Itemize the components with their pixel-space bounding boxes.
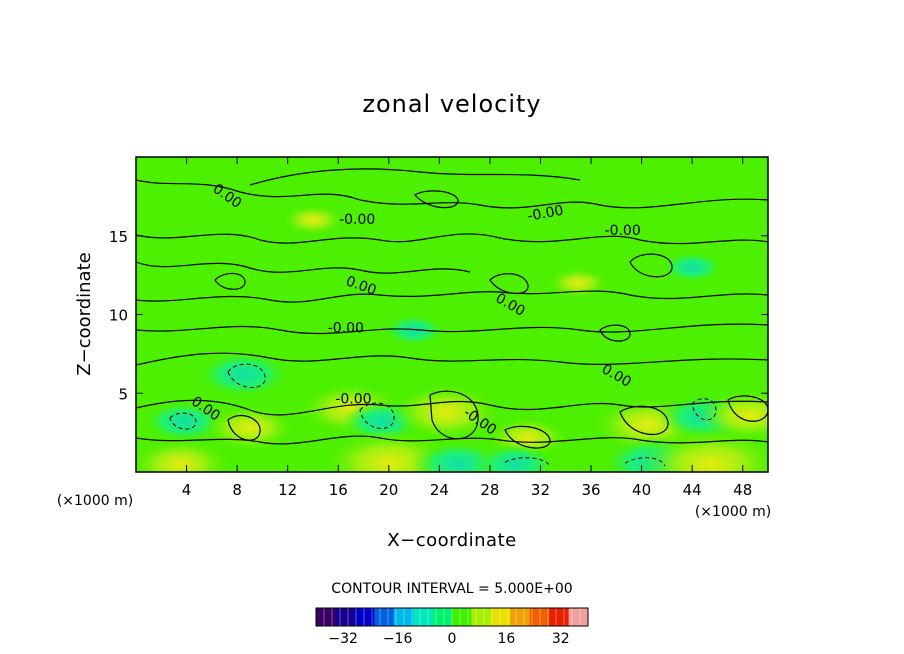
colorbar-swatch-11 (529, 608, 550, 626)
field-feature-15 (637, 427, 768, 472)
field-feature-5 (387, 383, 504, 442)
field-feature-19 (660, 251, 724, 283)
contour-closed-1 (214, 272, 246, 290)
colorbar-swatch-3 (374, 608, 395, 626)
negative-contour-1 (227, 363, 266, 388)
field-feature-10 (136, 437, 233, 472)
colorbar-swatch-10 (510, 608, 531, 626)
x-axis-label: X−coordinate (387, 530, 516, 551)
contour-label-6: -0.00 (328, 321, 364, 337)
colorbar-swatch-0 (316, 608, 336, 626)
colorbar-swatch-12 (549, 608, 570, 626)
negative-contour-2 (169, 412, 197, 430)
colorbar-tick-label-4: 32 (552, 631, 570, 647)
colorbar-swatch-7 (452, 608, 472, 626)
colorbar-tick-label-1: −16 (383, 631, 413, 647)
contour-line-low-1 (136, 399, 768, 416)
y-tick-label-0: 5 (118, 385, 128, 403)
x-tick-label-6: 28 (480, 481, 499, 499)
x-tick-label-9: 40 (632, 481, 651, 499)
negative-contour-4 (691, 398, 717, 421)
y-axis-label: Z−coordinate (74, 252, 95, 375)
x-tick-label-5: 24 (430, 481, 449, 499)
negative-contour-5 (504, 457, 551, 467)
x-tick-label-2: 12 (278, 481, 297, 499)
contour-label-1: -0.00 (339, 212, 375, 228)
x-unit-right: (×1000 m) (695, 504, 771, 520)
contour-label-2: -0.00 (526, 203, 564, 225)
contour-line-mid-1 (136, 233, 768, 245)
field-feature-13 (473, 443, 558, 472)
x-tick-label-11: 48 (733, 481, 752, 499)
contour-closed-10 (504, 425, 551, 449)
contour-closed-5 (414, 190, 459, 209)
colorbar-ticks: −32 −16 0 16 32 (328, 631, 569, 647)
contour-line-mid-3 (136, 290, 768, 303)
colorbar-swatch-9 (490, 608, 511, 626)
colorbar-tick-label-2: 0 (448, 631, 457, 647)
x-tick-label-7: 32 (531, 481, 550, 499)
negative-contour-3 (359, 402, 395, 429)
field-feature-17 (281, 204, 345, 236)
field-feature-16 (382, 314, 446, 346)
colorbar-swatch-8 (471, 608, 492, 626)
negative-contour-6 (624, 457, 666, 467)
contour-closed-6 (429, 390, 479, 440)
field-feature-18 (546, 267, 610, 299)
colorbar-frame (315, 607, 589, 627)
contour-label-3: -0.00 (605, 223, 641, 239)
contour-label-8: -0.00 (335, 392, 371, 408)
contour-interval-text: CONTOUR INTERVAL = 5.000E+00 (331, 581, 572, 597)
colorbar-swatch-1 (335, 608, 356, 626)
contour-line-upper-2 (249, 168, 581, 186)
contour-closed-2 (629, 253, 673, 278)
chart-title: zonal velocity (362, 90, 541, 118)
contour-line-mid-4 (136, 323, 768, 335)
colorbar-tick-label-3: 16 (497, 631, 515, 647)
x-unit-left: (×1000 m) (57, 493, 133, 509)
colorbar-swatch-13 (568, 608, 589, 626)
contour-closed-7 (619, 405, 669, 435)
x-tick-label-3: 16 (329, 481, 348, 499)
colorbar-swatch-6 (432, 608, 453, 626)
x-tick-label-4: 20 (379, 481, 398, 499)
colorbar (316, 608, 589, 626)
contour-line-mid-5 (136, 352, 768, 366)
y-tick-label-2: 15 (109, 228, 128, 246)
x-tick-label-0: 4 (182, 481, 192, 499)
field-feature-0 (196, 350, 291, 398)
colorbar-tick-label-0: −32 (328, 631, 358, 647)
colorbar-swatch-2 (354, 608, 375, 626)
contour-closed-3 (489, 273, 529, 294)
negative-contour-lines (169, 363, 717, 467)
x-tick-label-1: 8 (232, 481, 242, 499)
colorbar-swatch-4 (393, 608, 414, 626)
contour-lines (136, 168, 768, 449)
x-tick-label-8: 36 (581, 481, 600, 499)
contour-line-mid-2 (136, 261, 471, 274)
colorbar-swatch-5 (413, 608, 434, 626)
field-features (136, 204, 768, 472)
y-tick-label-1: 10 (109, 307, 128, 325)
contour-closed-4 (599, 324, 631, 342)
contour-line-upper (136, 179, 768, 209)
contour-closed-9 (227, 415, 261, 441)
x-tick-label-10: 44 (683, 481, 702, 499)
